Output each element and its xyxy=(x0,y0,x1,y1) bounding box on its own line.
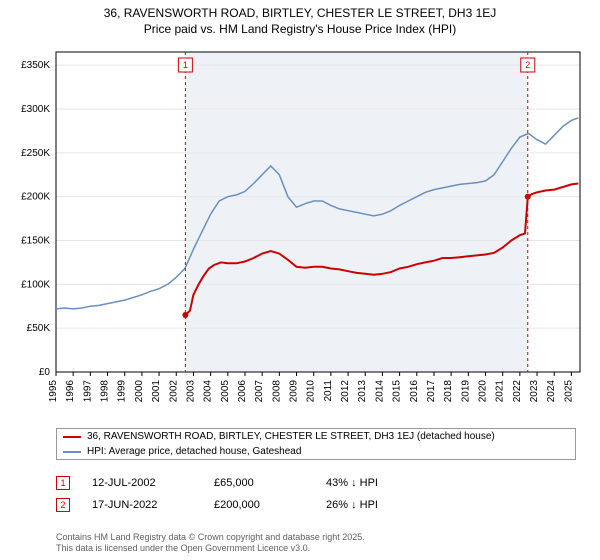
svg-text:1998: 1998 xyxy=(100,380,111,403)
svg-text:2017: 2017 xyxy=(426,380,437,403)
legend-item-hpi: HPI: Average price, detached house, Gate… xyxy=(57,444,575,459)
chart-area: £0 £50K £100K £150K £200K £250K £300K £350K 1995… xyxy=(0,42,600,422)
svg-text:£150K: £150K xyxy=(21,235,50,246)
sale-price-1: £65,000 xyxy=(214,477,304,489)
svg-text:2010: 2010 xyxy=(306,380,317,403)
sale-marker-2: 2 xyxy=(56,498,70,512)
footer-line1: Contains HM Land Registry data © Crown c… xyxy=(56,532,365,543)
svg-text:2025: 2025 xyxy=(563,380,574,403)
svg-text:2016: 2016 xyxy=(409,380,420,403)
legend-label-hpi: HPI: Average price, detached house, Gate… xyxy=(87,446,301,457)
svg-text:2024: 2024 xyxy=(546,380,557,403)
svg-text:2008: 2008 xyxy=(271,380,282,403)
svg-text:£250K: £250K xyxy=(21,148,50,159)
title-line1: 36, RAVENSWORTH ROAD, BIRTLEY, CHESTER L… xyxy=(0,6,600,22)
footer-attribution: Contains HM Land Registry data © Crown c… xyxy=(56,532,365,555)
svg-text:2: 2 xyxy=(525,60,530,70)
svg-text:2006: 2006 xyxy=(237,380,248,403)
svg-text:2014: 2014 xyxy=(374,380,385,403)
legend-swatch-property xyxy=(63,436,81,438)
svg-text:£200K: £200K xyxy=(21,192,50,203)
svg-text:2009: 2009 xyxy=(289,380,300,403)
chart-title: 36, RAVENSWORTH ROAD, BIRTLEY, CHESTER L… xyxy=(0,0,600,37)
svg-text:£300K: £300K xyxy=(21,104,50,115)
svg-text:£100K: £100K xyxy=(21,279,50,290)
svg-text:1996: 1996 xyxy=(65,380,76,403)
sale-row: 1 12-JUL-2002 £65,000 43% ↓ HPI xyxy=(56,472,576,494)
legend-box: 36, RAVENSWORTH ROAD, BIRTLEY, CHESTER L… xyxy=(56,428,576,460)
svg-text:2007: 2007 xyxy=(254,380,265,403)
svg-text:2004: 2004 xyxy=(203,380,214,403)
svg-text:2015: 2015 xyxy=(392,380,403,403)
sale-date-2: 17-JUN-2022 xyxy=(92,499,192,511)
legend-label-property: 36, RAVENSWORTH ROAD, BIRTLEY, CHESTER L… xyxy=(87,431,495,442)
sale-row: 2 17-JUN-2022 £200,000 26% ↓ HPI xyxy=(56,494,576,516)
svg-text:1: 1 xyxy=(183,60,188,70)
svg-text:1995: 1995 xyxy=(48,380,59,403)
svg-text:2013: 2013 xyxy=(357,380,368,403)
footer-line2: This data is licensed under the Open Gov… xyxy=(56,543,365,554)
sale-date-1: 12-JUL-2002 xyxy=(92,477,192,489)
sale-price-2: £200,000 xyxy=(214,499,304,511)
svg-text:2020: 2020 xyxy=(478,380,489,403)
svg-text:2018: 2018 xyxy=(443,380,454,403)
svg-text:1997: 1997 xyxy=(82,380,93,403)
sale-marker-1: 1 xyxy=(56,476,70,490)
sale-diff-2: 26% ↓ HPI xyxy=(326,499,436,511)
svg-text:2003: 2003 xyxy=(185,380,196,403)
sales-list: 1 12-JUL-2002 £65,000 43% ↓ HPI 2 17-JUN… xyxy=(56,472,576,516)
svg-text:£50K: £50K xyxy=(27,323,51,334)
svg-text:1999: 1999 xyxy=(117,380,128,403)
svg-text:£0: £0 xyxy=(39,367,51,378)
svg-text:2011: 2011 xyxy=(323,380,334,402)
svg-text:2021: 2021 xyxy=(495,380,506,403)
svg-text:2023: 2023 xyxy=(529,380,540,403)
legend-swatch-hpi xyxy=(63,451,81,453)
svg-text:2005: 2005 xyxy=(220,380,231,403)
svg-text:£350K: £350K xyxy=(21,60,50,71)
legend-item-property: 36, RAVENSWORTH ROAD, BIRTLEY, CHESTER L… xyxy=(57,429,575,444)
title-line2: Price paid vs. HM Land Registry's House … xyxy=(0,22,600,38)
svg-text:2012: 2012 xyxy=(340,380,351,403)
svg-text:2000: 2000 xyxy=(134,380,145,403)
sale-diff-1: 43% ↓ HPI xyxy=(326,477,436,489)
line-chart-svg: £0 £50K £100K £150K £200K £250K £300K £350K 1995… xyxy=(0,42,600,422)
svg-text:2002: 2002 xyxy=(168,380,179,403)
svg-text:2019: 2019 xyxy=(460,380,471,403)
svg-text:2001: 2001 xyxy=(151,380,162,403)
svg-text:2022: 2022 xyxy=(512,380,523,403)
